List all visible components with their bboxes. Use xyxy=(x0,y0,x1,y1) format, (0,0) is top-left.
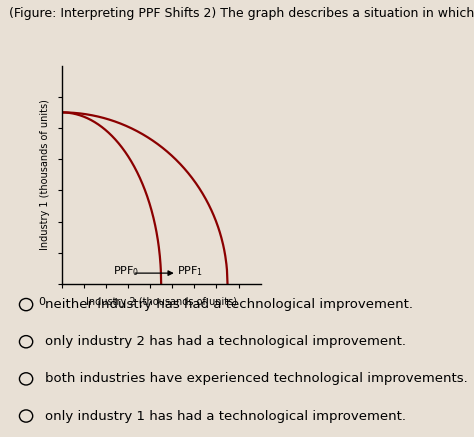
Text: both industries have experienced technological improvements.: both industries have experienced technol… xyxy=(45,372,468,385)
X-axis label: Industry 2 (thousands of units): Industry 2 (thousands of units) xyxy=(86,297,237,307)
Text: PPF$_1$: PPF$_1$ xyxy=(177,265,203,278)
Text: 0: 0 xyxy=(39,297,46,307)
Text: only industry 2 has had a technological improvement.: only industry 2 has had a technological … xyxy=(45,335,406,348)
Text: PPF$_0$: PPF$_0$ xyxy=(113,265,139,278)
Text: neither industry has had a technological improvement.: neither industry has had a technological… xyxy=(45,298,413,311)
Y-axis label: Industry 1 (thousands of units): Industry 1 (thousands of units) xyxy=(40,99,50,250)
Text: only industry 1 has had a technological improvement.: only industry 1 has had a technological … xyxy=(45,409,406,423)
Text: (Figure: Interpreting PPF Shifts 2) The graph describes a situation in which: (Figure: Interpreting PPF Shifts 2) The … xyxy=(9,7,474,20)
